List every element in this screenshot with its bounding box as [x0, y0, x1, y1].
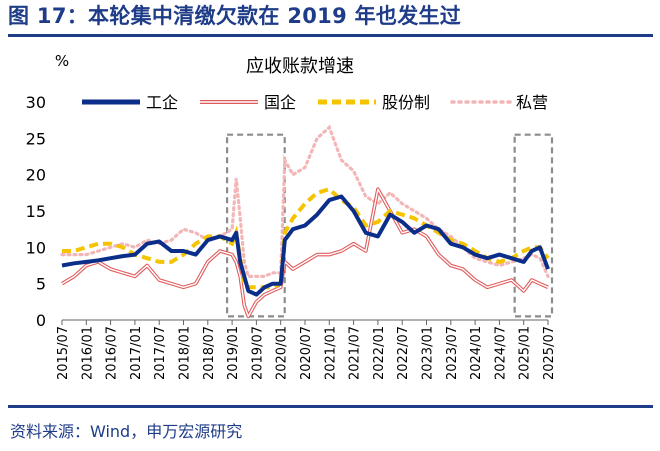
x-tick-label: 2025/01 [518, 326, 533, 380]
series-lines [60, 124, 550, 319]
x-tick-label: 2020/07 [299, 326, 314, 380]
y-tick-label: 15 [26, 202, 46, 221]
x-tick-label: 2019/01 [226, 326, 241, 380]
legend-label: 私营 [516, 93, 548, 112]
y-tick-label: 5 [36, 275, 46, 294]
x-tick-label: 2024/01 [469, 326, 484, 380]
x-tick-label: 2021/01 [323, 326, 338, 380]
x-tick-label: 2024/07 [493, 326, 508, 380]
series-line-joint-stock [62, 186, 550, 290]
receivables-growth-chart: % 应收账款增速 0 5 10 15 20 25 30 2015/07 2016/01 2016/… [26, 52, 557, 380]
figure-title: 图 17：本轮集中清缴欠款在 2019 年也发生过 [8, 4, 462, 28]
x-tick-label: 2023/01 [421, 326, 436, 380]
series-line-state-owned-inner [61, 188, 549, 318]
x-tick-label: 2016/01 [80, 326, 95, 380]
x-tick-label: 2018/01 [178, 326, 193, 380]
x-tick-label: 2015/07 [56, 326, 71, 380]
x-tick-label: 2022/01 [372, 326, 387, 380]
y-tick-label: 30 [26, 93, 46, 112]
chart-legend: 工企 国企 股份制 私营 [82, 93, 548, 112]
x-tick-label: 2017/01 [129, 326, 144, 380]
series-line-industrial [61, 194, 550, 297]
legend-label: 国企 [264, 93, 296, 112]
y-tick-label: 25 [26, 129, 46, 148]
x-tick-label: 2023/07 [445, 326, 460, 380]
legend-label: 股份制 [382, 93, 430, 112]
chart-title: 应收账款增速 [246, 56, 354, 77]
y-tick-label: 20 [26, 166, 46, 185]
x-tick-label: 2016/07 [105, 326, 120, 380]
source-divider [8, 405, 653, 408]
x-tick-label: 2025/07 [542, 326, 557, 380]
chart-axes: 0 5 10 15 20 25 30 2015/07 2016/01 2016/07 2017/01… [26, 93, 557, 380]
x-tick-label: 2020/01 [275, 326, 290, 380]
x-tick-label: 2017/07 [153, 326, 168, 380]
source-note: 资料来源：Wind，申万宏源研究 [10, 422, 243, 441]
y-tick-label: 10 [26, 238, 46, 257]
x-tick-label: 2019/07 [250, 326, 265, 380]
legend-label: 工企 [146, 93, 178, 112]
x-tick-label: 2022/07 [396, 326, 411, 380]
x-tick-label: 2018/07 [202, 326, 217, 380]
figure-title-bar: 图 17：本轮集中清缴欠款在 2019 年也发生过 [8, 0, 653, 37]
x-tick-label: 2021/07 [348, 326, 363, 380]
chart-ylabel: % [55, 52, 69, 70]
y-tick-label: 0 [36, 311, 46, 330]
